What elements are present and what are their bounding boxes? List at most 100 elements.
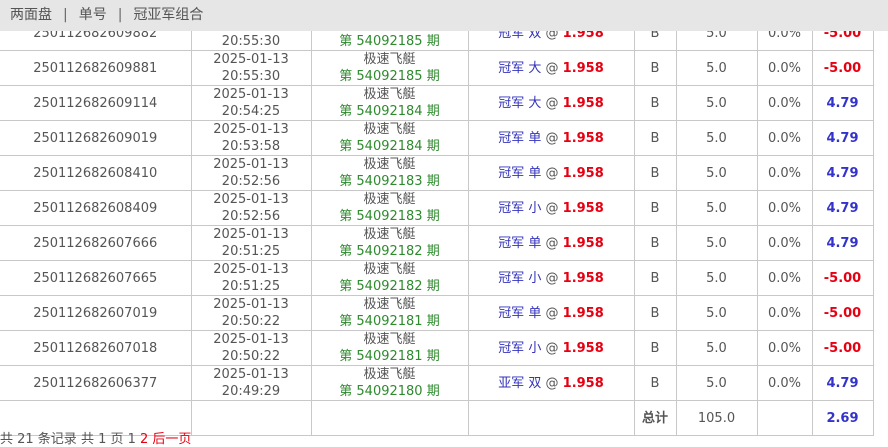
order-id: 250112682609019 xyxy=(0,120,192,156)
bet-amount: 5.0 xyxy=(675,190,758,226)
bet-option: 单 xyxy=(528,165,542,181)
bet-date: 2025-01-13 xyxy=(213,332,289,347)
bet-odds: 1.958 xyxy=(562,270,604,286)
bet-option: 小 xyxy=(528,340,542,356)
bet-option: 单 xyxy=(528,235,542,251)
table-row: 250112682609019 2025-01-13 20:53:58 极速飞艇第 5… xyxy=(0,120,874,156)
bet-position: 冠军 xyxy=(498,95,525,111)
bet-amount: 5.0 xyxy=(675,365,758,401)
total-label: 总计 xyxy=(633,400,677,436)
game-name: 极速飞艇 xyxy=(363,192,416,207)
bet-date: 2025-01-13 xyxy=(213,192,289,207)
bet-time: 2025-01-13 20:53:58 xyxy=(190,120,312,156)
order-id: 250112682609881 xyxy=(0,50,192,86)
page-links[interactable]: 2 后一页 xyxy=(140,432,192,447)
bet-type: B xyxy=(633,190,677,226)
issue-number: 第 54092183 期 xyxy=(339,174,440,189)
game-name: 极速飞艇 xyxy=(363,87,416,102)
total-amount: 105.0 xyxy=(675,400,758,436)
bet-content: 冠军 大 @ 1.958 xyxy=(467,50,635,86)
bet-amount: 5.0 xyxy=(675,155,758,191)
table-row: 250112682607665 2025-01-13 20:51:25 极速飞艇第 5… xyxy=(0,260,874,296)
bet-date: 2025-01-13 xyxy=(213,297,289,312)
table-row: 250112682608410 2025-01-13 20:52:56 极速飞艇第 5… xyxy=(0,155,874,191)
win-loss: -5.00 xyxy=(811,260,874,296)
bet-amount: 5.0 xyxy=(675,330,758,366)
tab-divider: | xyxy=(63,7,68,23)
bet-clock: 20:54:25 xyxy=(221,104,281,119)
game-issue: 极速飞艇第 54092181 期 xyxy=(310,330,469,366)
bet-amount: 5.0 xyxy=(675,225,758,261)
bet-content: 冠军 小 @ 1.958 xyxy=(467,330,635,366)
table-row: 250112682607666 2025-01-13 20:51:25 极速飞艇第 5… xyxy=(0,225,874,261)
total-row: 总计 105.0 2.69 xyxy=(0,400,874,436)
game-name: 极速飞艇 xyxy=(363,52,416,67)
game-issue: 极速飞艇第 54092184 期 xyxy=(310,120,469,156)
bet-odds: 1.958 xyxy=(562,375,604,391)
tab-divider: | xyxy=(117,7,123,23)
bet-date: 2025-01-13 xyxy=(213,122,289,137)
issue-number: 第 54092185 期 xyxy=(339,34,440,49)
bet-content: 冠军 单 @ 1.958 xyxy=(467,225,635,261)
issue-number: 第 54092182 期 xyxy=(339,279,440,294)
bet-amount: 5.0 xyxy=(675,295,758,331)
bet-odds: 1.958 xyxy=(562,165,604,181)
bet-time: 2025-01-13 20:55:30 xyxy=(190,50,312,86)
win-loss: -5.00 xyxy=(811,50,874,86)
order-id: 250112682607666 xyxy=(0,225,192,261)
bet-option: 双 xyxy=(528,375,542,391)
bet-date: 2025-01-13 xyxy=(213,87,289,102)
game-issue: 极速飞艇第 54092183 期 xyxy=(310,190,469,226)
tab-champion-runnerup[interactable]: 冠亚军组合 xyxy=(133,7,204,23)
tab-two-sides[interactable]: 两面盘 xyxy=(10,7,52,23)
game-issue: 极速飞艇第 54092181 期 xyxy=(310,295,469,331)
bet-position: 冠军 xyxy=(498,60,525,76)
bet-type: B xyxy=(633,225,677,261)
bet-position: 冠军 xyxy=(498,270,525,286)
game-name: 极速飞艇 xyxy=(363,297,416,312)
bet-position: 冠军 xyxy=(498,165,525,181)
game-issue: 极速飞艇第 54092185 期 xyxy=(310,50,469,86)
bet-content: 冠军 单 @ 1.958 xyxy=(467,295,635,331)
rebate: 0.0% xyxy=(756,365,813,401)
bet-option: 大 xyxy=(528,95,542,111)
order-id: 250112682608409 xyxy=(0,190,192,226)
game-issue: 极速飞艇第 54092180 期 xyxy=(310,365,469,401)
rebate: 0.0% xyxy=(756,50,813,86)
bet-type: B xyxy=(633,295,677,331)
bet-type: B xyxy=(633,365,677,401)
order-id: 250112682607018 xyxy=(0,330,192,366)
game-name: 极速飞艇 xyxy=(363,367,416,382)
bet-odds: 1.958 xyxy=(562,130,604,146)
rebate: 0.0% xyxy=(756,120,813,156)
win-loss: 4.79 xyxy=(811,155,874,191)
game-issue: 极速飞艇第 54092182 期 xyxy=(310,260,469,296)
issue-number: 第 54092183 期 xyxy=(339,209,440,224)
bet-position: 冠军 xyxy=(498,235,525,251)
order-id: 250112682606377 xyxy=(0,365,192,401)
bet-date: 2025-01-13 xyxy=(213,157,289,172)
game-name: 极速飞艇 xyxy=(363,227,416,242)
win-loss: 4.79 xyxy=(811,365,874,401)
bet-type: B xyxy=(633,120,677,156)
table-row: 250112682608409 2025-01-13 20:52:56 极速飞艇第 5… xyxy=(0,190,874,226)
bet-clock: 20:51:25 xyxy=(221,279,281,294)
bet-type: B xyxy=(633,50,677,86)
bet-position: 冠军 xyxy=(498,130,525,146)
bet-odds: 1.958 xyxy=(562,305,604,321)
bet-amount: 5.0 xyxy=(675,260,758,296)
bet-content: 冠军 大 @ 1.958 xyxy=(467,85,635,121)
bet-type: B xyxy=(633,330,677,366)
bet-clock: 20:53:58 xyxy=(221,139,281,154)
bet-amount: 5.0 xyxy=(675,85,758,121)
rebate: 0.0% xyxy=(756,190,813,226)
issue-number: 第 54092181 期 xyxy=(339,314,440,329)
tab-single-number[interactable]: 单号 xyxy=(78,7,107,23)
bet-type: B xyxy=(633,85,677,121)
win-loss: 4.79 xyxy=(811,85,874,121)
bet-odds: 1.958 xyxy=(562,235,604,251)
bet-option: 小 xyxy=(528,270,542,286)
bet-option: 单 xyxy=(528,305,542,321)
table-row: 250112682606377 2025-01-13 20:49:29 极速飞艇第 5… xyxy=(0,365,874,401)
bet-type-tabs: 两面盘 | 单号 | 冠亚军组合 xyxy=(0,0,888,31)
